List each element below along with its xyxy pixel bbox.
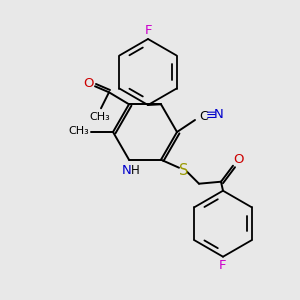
Text: F: F: [219, 259, 227, 272]
Text: F: F: [144, 23, 152, 37]
Text: C: C: [199, 110, 208, 122]
Text: CH₃: CH₃: [90, 112, 110, 122]
Text: O: O: [233, 153, 243, 166]
Text: N: N: [122, 164, 132, 177]
Text: H: H: [130, 164, 140, 177]
Text: N: N: [214, 107, 224, 121]
Text: CH₃: CH₃: [69, 126, 89, 136]
Text: O: O: [83, 77, 93, 90]
Text: S: S: [179, 163, 189, 178]
Text: ≡: ≡: [206, 109, 217, 122]
